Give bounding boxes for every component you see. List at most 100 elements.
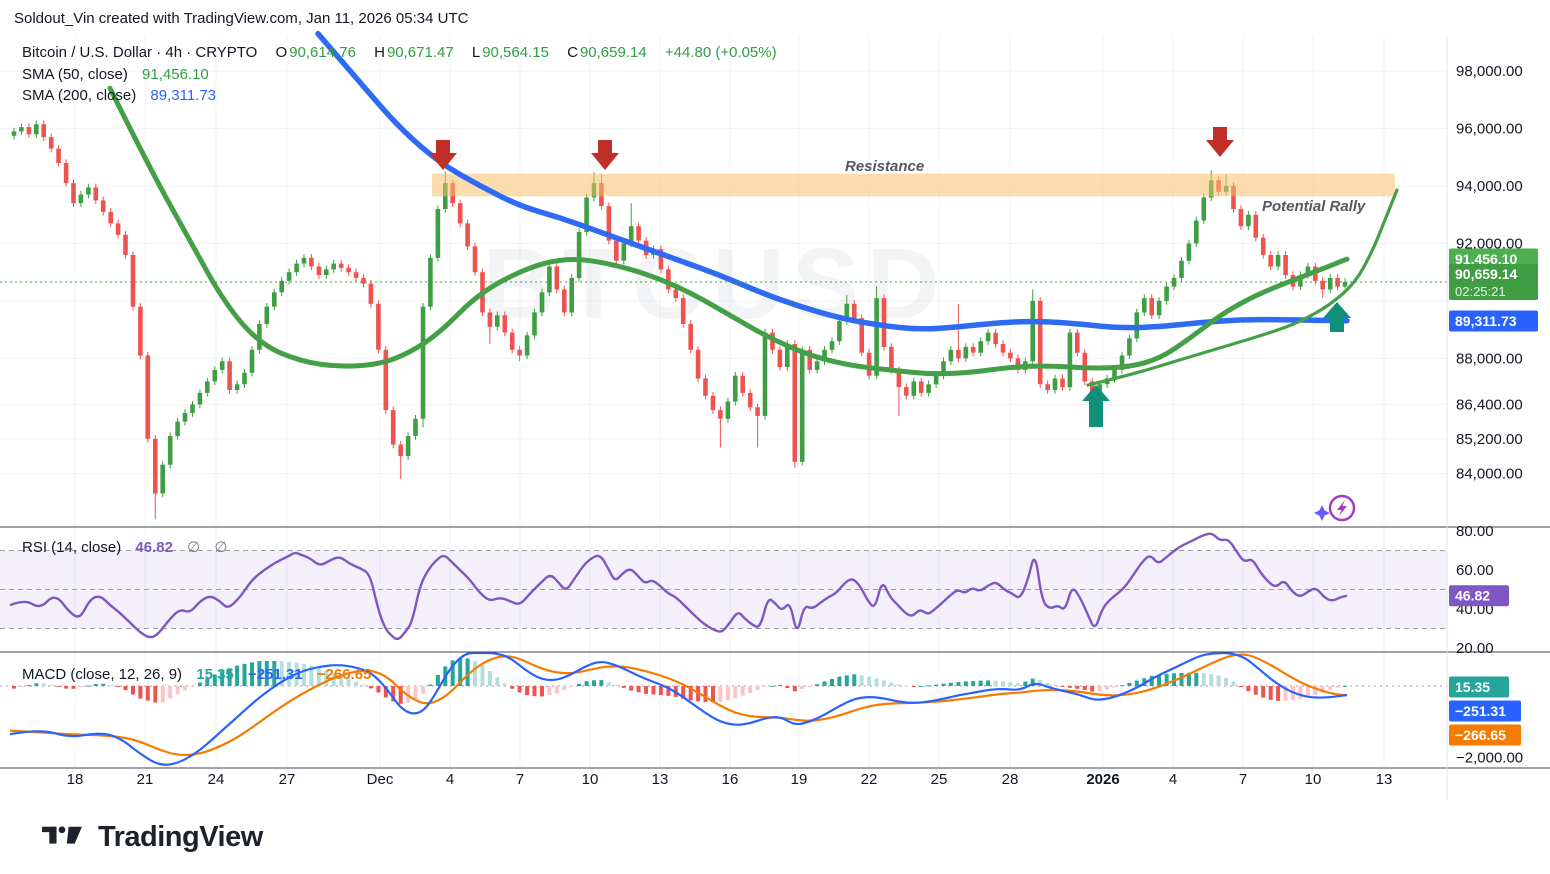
symbol-legend-row[interactable]: Bitcoin / U.S. Dollar · 4h · CRYPTO O 90,… (22, 44, 779, 61)
macd-histogram-bar (450, 660, 455, 686)
rsi-label: RSI (14, close) (22, 539, 122, 556)
macd-histogram-bar (1201, 673, 1206, 686)
sma200-legend-row[interactable]: SMA (200, close) 89,311.73 (22, 87, 216, 104)
macd-histogram-bar (473, 661, 477, 686)
candle-body (1342, 282, 1348, 287)
candle-body (19, 127, 24, 132)
symbol-title: Bitcoin / U.S. Dollar · 4h · CRYPTO (22, 44, 258, 61)
macd-histogram-bar (569, 686, 574, 688)
time-axis[interactable]: 18 21 24 27 Dec 4 7 10 13 16 19 22 25 28 2026 4 7 10 13 (67, 771, 1393, 788)
candle-body (688, 323, 693, 350)
candle-body (524, 335, 530, 356)
macd-pane[interactable] (0, 651, 1447, 766)
price-axis-label: 98,000.00 (1456, 63, 1523, 80)
macd-histogram-bar (86, 685, 91, 687)
macd-histogram-bar (56, 686, 61, 687)
candle-body (554, 266, 560, 290)
macd-histogram-bar (331, 673, 336, 686)
candle-body (264, 306, 270, 324)
macd-histogram-bar (592, 680, 596, 686)
candle-body (799, 349, 805, 462)
candle-body (509, 332, 515, 350)
macd-histogram-bar (435, 674, 440, 686)
candle-body (881, 298, 887, 347)
ohlc-high-label: H (374, 44, 385, 61)
candle-body (472, 246, 478, 273)
macd-histogram-bar (168, 686, 173, 699)
macd-histogram-bar (1008, 682, 1013, 686)
candle-body (1246, 214, 1251, 227)
macd-histogram-bar (540, 686, 544, 697)
rsi-pane[interactable] (0, 532, 1447, 641)
candle-body (1075, 332, 1080, 353)
down-arrow-icon (1206, 127, 1234, 157)
candle-body (1186, 243, 1192, 261)
rsi-legend-row[interactable]: RSI (14, close) 46.82 ∅ ∅ (22, 538, 227, 556)
macd-histogram-bar (227, 668, 232, 686)
rsi-hide-icon[interactable]: ∅ (187, 539, 201, 556)
macd-badge (1449, 676, 1509, 698)
macd-histogram-bar (1328, 686, 1333, 691)
sma50-legend-row[interactable]: SMA (50, close) 91,456.10 (22, 66, 209, 83)
macd-histogram-bar (621, 686, 626, 688)
macd-badge-text: 15.35 (1455, 679, 1490, 695)
macd-histogram-bar (1261, 686, 1266, 698)
price-axis[interactable]: 98,000.00 96,000.00 94,000.00 92,000.00 88,0… (1449, 63, 1538, 766)
time-axis-label: 4 (446, 771, 454, 788)
macd-histogram-bar (584, 681, 589, 686)
flash-icon[interactable] (1314, 494, 1356, 522)
macd-histogram-bar (1157, 674, 1162, 686)
candle-body (614, 240, 619, 261)
candle-body (145, 355, 151, 439)
candle-body (1298, 275, 1303, 287)
rsi-value: 46.82 (135, 539, 173, 556)
macd-histogram-bar (874, 678, 879, 686)
macd-histogram-bar (12, 686, 16, 689)
macd-histogram-bar (354, 681, 359, 686)
candle-body (896, 369, 902, 388)
candle-body (153, 438, 158, 494)
candle-body (413, 418, 418, 436)
macd-histogram-bar (1023, 681, 1028, 686)
candle-body (383, 349, 389, 411)
macd-badge (1449, 724, 1521, 746)
macd-histogram-bar (688, 686, 693, 701)
macd-histogram-bar (1045, 682, 1050, 686)
macd-legend-row[interactable]: MACD (close, 12, 26, 9) 15.35 −251.31 −2… (22, 666, 371, 683)
price-axis-label: 94,000.00 (1456, 178, 1523, 195)
macd-histogram-bar (71, 686, 76, 689)
candle-body (807, 349, 812, 370)
candle-body (569, 278, 574, 313)
macd-histogram-bar (562, 686, 567, 691)
candle-body (405, 436, 411, 457)
tradingview-logo[interactable]: TradingView (42, 820, 263, 854)
candle-body (286, 272, 292, 281)
candlestick-series[interactable] (11, 120, 1348, 520)
candle-body (465, 223, 470, 247)
macd-histogram-bar (1179, 673, 1184, 686)
rsi-badge-text: 46.82 (1455, 588, 1490, 604)
macd-histogram-bar (517, 686, 522, 693)
macd-histogram-bar (1335, 686, 1340, 688)
macd-histogram-bar (792, 686, 797, 692)
macd-histogram-bar (926, 685, 931, 687)
candle-body (1097, 384, 1102, 393)
tradingview-logo-text: TradingView (98, 820, 263, 853)
macd-histogram-bar (658, 686, 663, 695)
macd-histogram-bar (1320, 686, 1325, 693)
rsi-hide2-icon[interactable]: ∅ (214, 539, 228, 556)
time-axis-label: 25 (931, 771, 948, 788)
candle-body (889, 346, 894, 370)
time-axis-label: 4 (1169, 771, 1177, 788)
macd-histogram-bar (1120, 685, 1124, 687)
macd-histogram-bar (911, 686, 916, 687)
price-badge-text: 90,659.14 (1455, 266, 1517, 282)
candle-body (71, 183, 76, 204)
macd-histogram-bar (644, 686, 649, 694)
macd-histogram-bar (941, 683, 946, 686)
macd-histogram-bar (502, 683, 507, 686)
price-axis-label: 92,000.00 (1456, 236, 1523, 253)
price-axis-label: 84,000.00 (1456, 465, 1523, 482)
candle-body (279, 280, 284, 293)
